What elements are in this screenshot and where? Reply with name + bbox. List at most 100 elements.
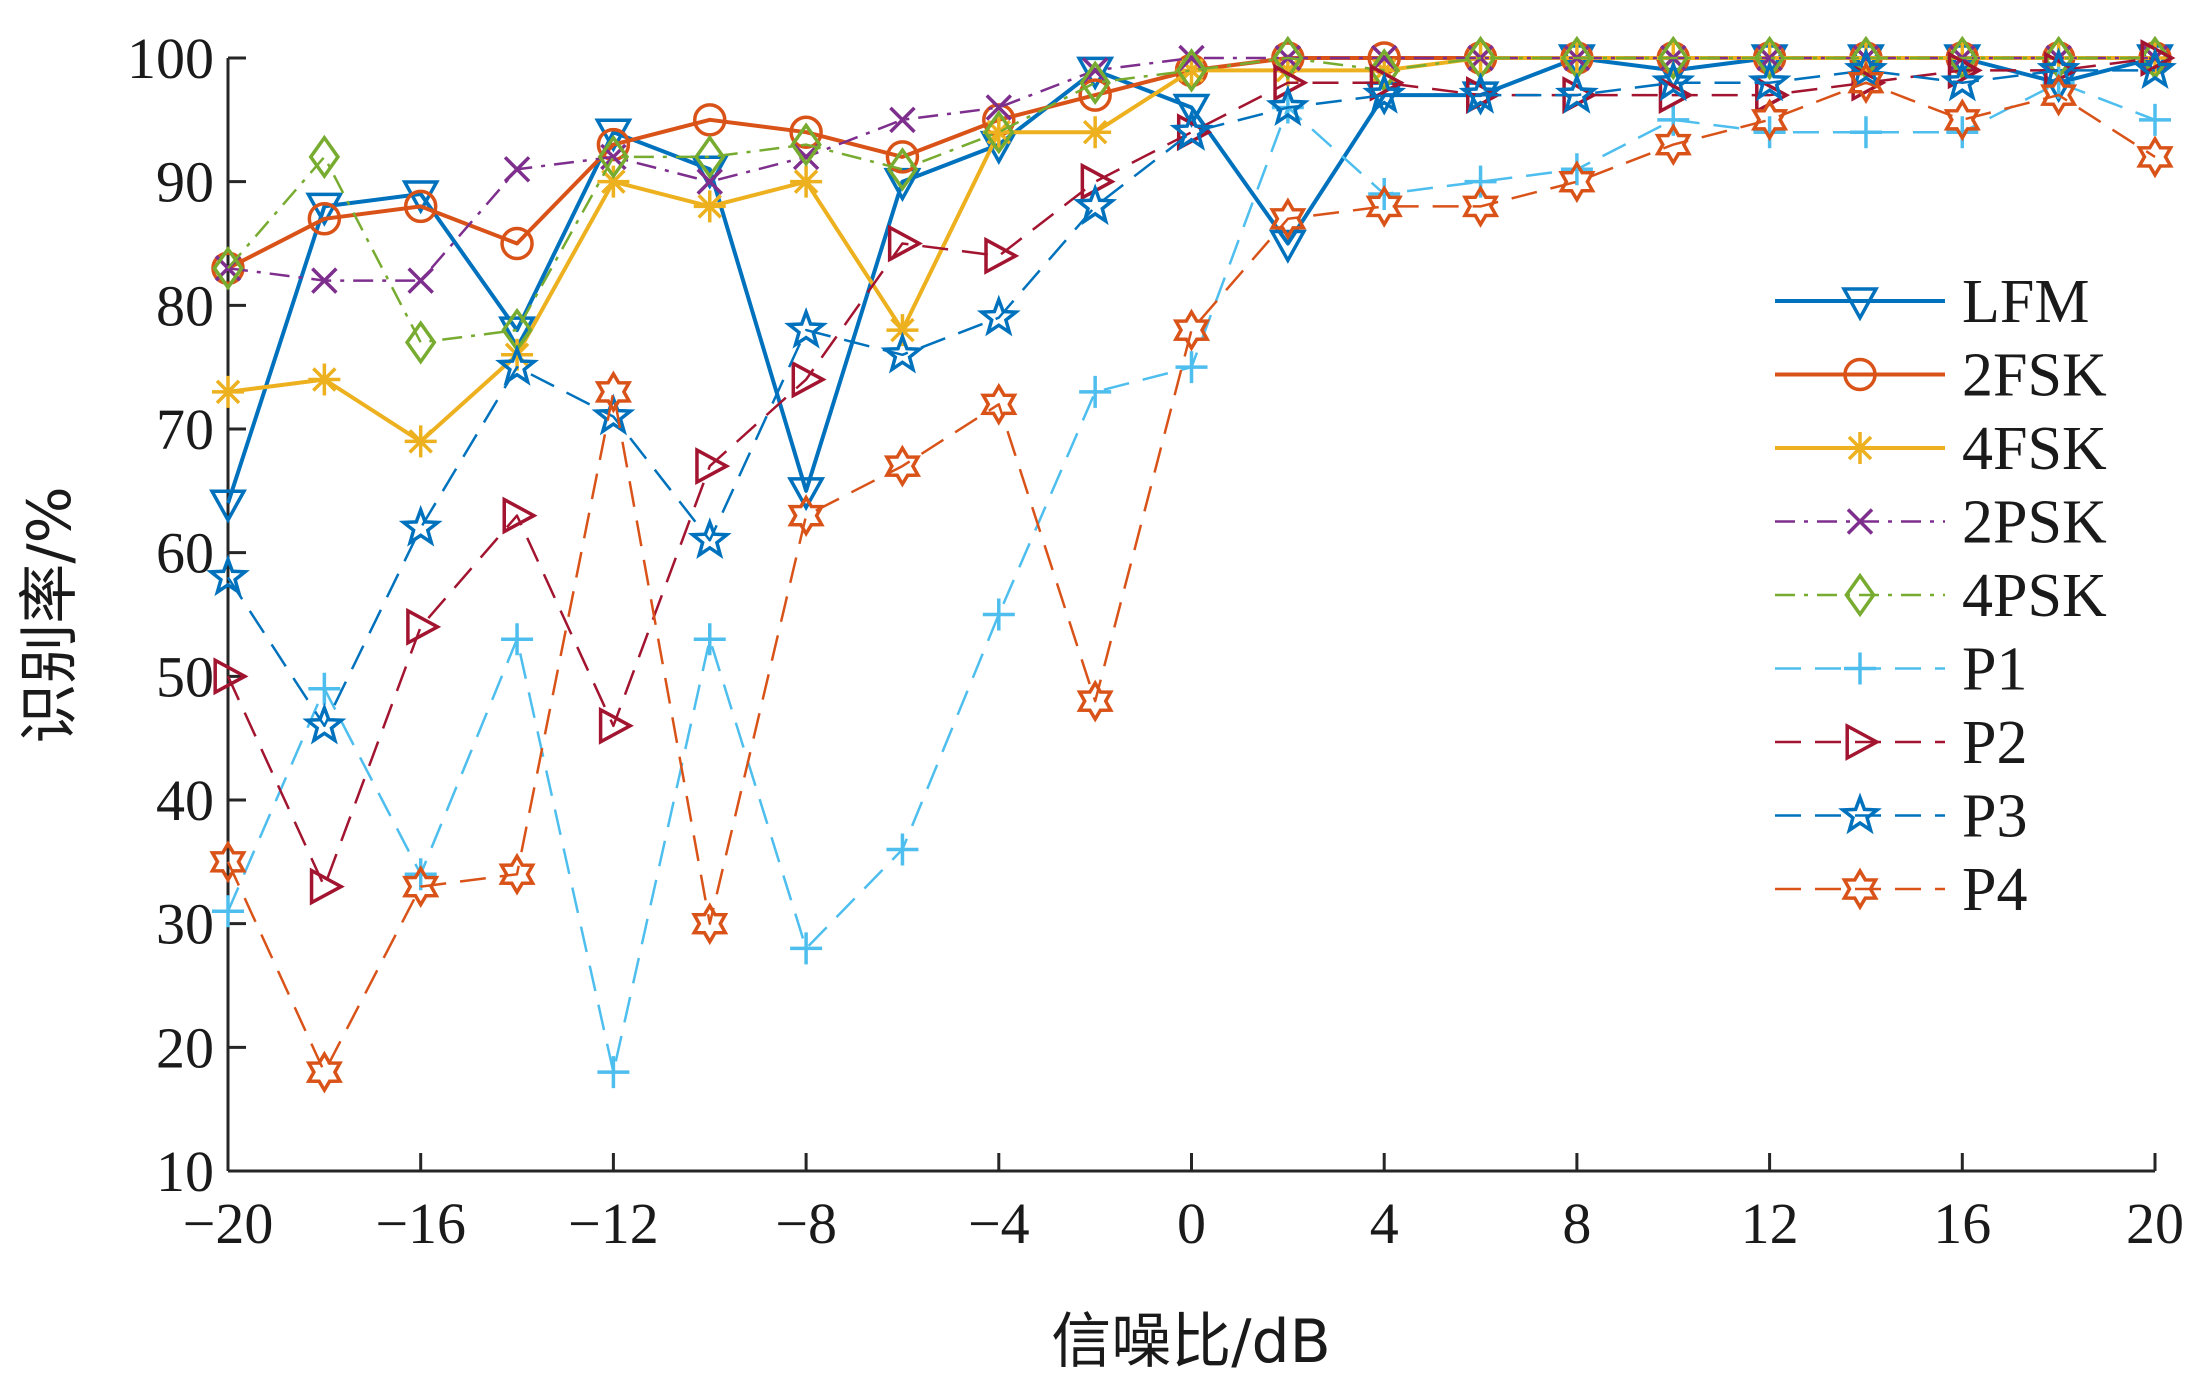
data-point-4PSK <box>1946 35 1979 81</box>
data-point-LFM <box>1172 93 1211 128</box>
data-point-4PSK <box>694 134 726 180</box>
data-point-P4 <box>2040 73 2078 117</box>
data-point-P1 <box>1753 116 1786 149</box>
data-point-P3 <box>398 504 443 547</box>
data-point-LFM <box>305 192 344 227</box>
data-point-2PSK <box>311 267 338 294</box>
y-tick-label: 60 <box>156 521 214 586</box>
legend-item-P1: P1 <box>1775 636 2027 704</box>
x-tick-label: 12 <box>1741 1191 1799 1256</box>
legend-marker-P2 <box>1845 723 1881 761</box>
data-point-P3 <box>1651 59 1696 102</box>
data-point-P1 <box>2139 103 2171 136</box>
data-point-P4 <box>691 902 729 946</box>
data-point-P2 <box>695 447 731 486</box>
data-point-P2 <box>1369 63 1405 102</box>
data-point-2FSK <box>789 115 823 149</box>
data-point-P2 <box>309 867 345 906</box>
data-point-4FSK <box>404 425 437 458</box>
data-point-P1 <box>982 598 1015 631</box>
data-point-4PSK <box>1753 35 1786 81</box>
data-point-P1 <box>1464 165 1497 198</box>
legend-label: P3 <box>1962 783 2027 851</box>
x-tick-label: −8 <box>775 1191 837 1256</box>
legend-label: 4PSK <box>1962 562 2107 630</box>
data-point-P4 <box>1751 98 1789 142</box>
data-point-P3 <box>1265 84 1310 127</box>
data-point-P3 <box>206 554 250 597</box>
data-point-4PSK <box>886 147 919 192</box>
legend-marker-P1 <box>1844 652 1876 685</box>
y-tick-label: 20 <box>156 1015 214 1080</box>
legend-label: P1 <box>1962 636 2027 704</box>
data-point-P4 <box>305 1050 343 1094</box>
series-line-P1 <box>226 81 2156 1074</box>
data-point-P1 <box>1560 153 1593 186</box>
data-point-LFM <box>401 180 440 215</box>
legend-marker-LFM <box>1841 287 1879 322</box>
legend-marker-2PSK <box>1846 508 1874 535</box>
data-point-2PSK <box>1178 44 1205 72</box>
data-point-P1 <box>1946 116 1979 149</box>
legend-label: LFM <box>1962 268 2089 336</box>
legend-marker-4PSK <box>1844 572 1876 618</box>
data-point-P1 <box>308 672 341 705</box>
legend-item-P4: P4 <box>1775 856 2027 924</box>
data-point-P1 <box>693 623 726 656</box>
data-point-2PSK <box>792 143 820 171</box>
data-point-P3 <box>1940 59 1985 102</box>
data-point-P3 <box>591 393 636 436</box>
x-axis-label: 信噪比/dB <box>1051 1307 1330 1377</box>
data-point-2PSK <box>696 168 723 195</box>
y-tick-label: 30 <box>156 892 214 957</box>
data-point-P1 <box>597 1056 630 1089</box>
plot-area <box>226 58 2155 1173</box>
data-point-P2 <box>502 496 538 535</box>
y-tick-label: 50 <box>156 644 214 709</box>
data-point-P3 <box>1747 59 1792 102</box>
y-tick-label: 70 <box>156 397 214 462</box>
y-tick-label: 80 <box>156 273 214 338</box>
data-point-LFM <box>1268 229 1307 264</box>
data-point-4PSK <box>1175 48 1208 93</box>
legend-label: P2 <box>1962 709 2027 777</box>
x-tick-label: −20 <box>183 1191 274 1256</box>
series-line-P2 <box>226 56 2156 888</box>
legend-marker-P4 <box>1841 867 1879 911</box>
data-point-4FSK <box>501 338 534 371</box>
data-point-4FSK <box>212 375 244 408</box>
data-point-4FSK <box>886 314 919 347</box>
data-point-P1 <box>1368 178 1401 211</box>
data-point-P3 <box>1554 72 1599 114</box>
legend-marker-P3 <box>1838 792 1882 835</box>
y-tick-label: 90 <box>156 150 214 215</box>
data-point-P4 <box>498 852 536 896</box>
data-point-P3 <box>784 307 829 349</box>
data-point-P4 <box>1269 197 1307 241</box>
data-point-4PSK <box>1272 35 1304 81</box>
series-layer <box>206 35 2177 1094</box>
y-axis-label: 识别率/% <box>15 486 85 743</box>
data-point-2PSK <box>889 106 916 134</box>
data-point-P2 <box>2140 39 2176 77</box>
x-tick-label: 20 <box>2126 1191 2184 1256</box>
series-line-P3 <box>226 69 2155 728</box>
data-point-2FSK <box>1078 78 1112 112</box>
data-point-2PSK <box>407 267 434 294</box>
data-point-4PSK <box>1079 60 1111 105</box>
data-point-P3 <box>1843 47 1888 89</box>
data-point-P4 <box>980 382 1018 426</box>
legend-label: P4 <box>1962 856 2027 924</box>
data-point-LFM <box>787 477 826 512</box>
data-point-P4 <box>787 494 825 538</box>
y-tick-label: 10 <box>156 1139 214 1204</box>
legend-item-2PSK: 2PSK <box>1775 489 2107 557</box>
data-point-P3 <box>976 294 1021 337</box>
series-line-P4 <box>226 81 2156 1074</box>
data-point-P2 <box>791 360 827 399</box>
data-point-P1 <box>501 623 534 656</box>
data-point-P4 <box>1943 98 1981 142</box>
legend-label: 2PSK <box>1962 489 2107 557</box>
data-point-P4 <box>1172 308 1211 352</box>
data-point-P3 <box>2133 47 2177 89</box>
